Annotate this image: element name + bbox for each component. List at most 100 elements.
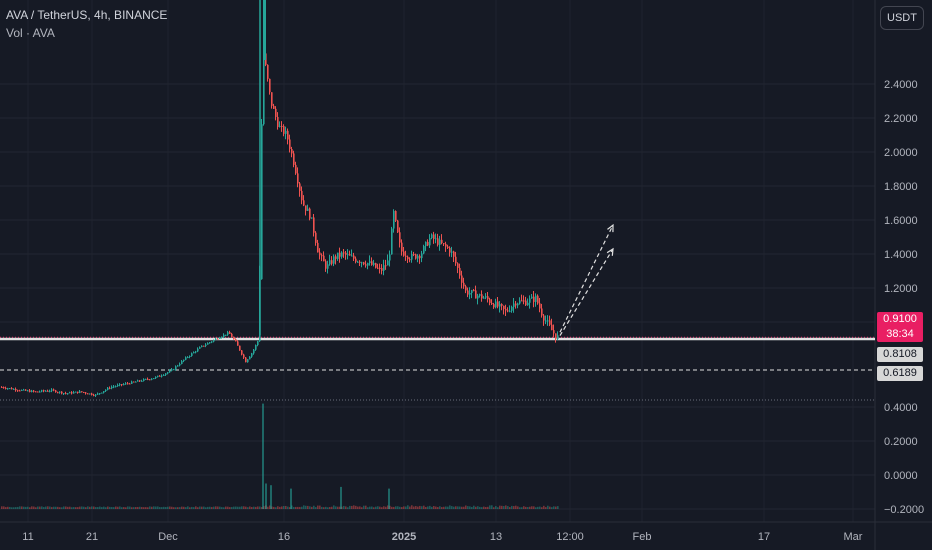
candle-body [353, 255, 355, 259]
candle-body [173, 369, 175, 371]
candle-body [541, 308, 543, 316]
candle-body [529, 298, 531, 303]
volume-bar [23, 506, 25, 509]
volume-bar [39, 506, 41, 509]
chart-title: AVA / TetherUS, 4h, BINANCE [6, 8, 168, 22]
volume-bar [415, 506, 417, 509]
volume-bar [165, 506, 167, 509]
volume-bar [183, 506, 185, 509]
candle-body [333, 256, 335, 264]
volume-bar [223, 507, 225, 509]
candle-body [103, 391, 105, 393]
volume-bar [45, 506, 47, 509]
volume-bar [473, 505, 475, 509]
candle-body [403, 251, 405, 256]
candle-body [153, 378, 155, 380]
candle-body [373, 263, 375, 265]
volume-bar [229, 507, 231, 509]
candle-body [377, 267, 379, 269]
candle-body [553, 330, 555, 334]
candle-body [445, 243, 447, 247]
volume-bar [31, 506, 33, 509]
current-price-value: 0.9100 [883, 313, 917, 325]
candle-body [381, 268, 383, 271]
volume-bar [129, 506, 131, 509]
candle-body [143, 379, 145, 381]
volume-bar [513, 506, 515, 509]
candle-body [145, 378, 147, 380]
candle-body [363, 262, 365, 265]
x-tick-label: Feb [633, 531, 652, 543]
volume-bar [9, 506, 11, 509]
volume-bar [81, 506, 83, 509]
volume-bar [97, 507, 99, 509]
candle-body [121, 384, 123, 386]
candle-body [249, 356, 251, 360]
volume-bar [353, 505, 355, 509]
candle-body [297, 173, 299, 184]
volume-bar [215, 506, 217, 509]
volume-bar [527, 507, 529, 509]
candle-body [241, 350, 243, 355]
candle-body [387, 260, 389, 266]
volume-bar [479, 506, 481, 509]
volume-bar [517, 506, 519, 509]
candle-body [211, 341, 213, 343]
volume-bar [27, 506, 29, 509]
volume-bar [73, 507, 75, 509]
volume-spike [340, 486, 342, 509]
x-tick-label: 11 [22, 531, 33, 543]
y-tick-label: 0.4000 [884, 402, 918, 414]
candle-body [221, 336, 223, 338]
volume-bar [37, 506, 39, 509]
candle-body [293, 153, 295, 165]
volume-bar [457, 506, 459, 509]
candle-body [459, 267, 461, 276]
candle-body [99, 393, 101, 395]
candle-body [183, 359, 185, 362]
candle-body [393, 211, 395, 229]
candle-body [419, 255, 421, 259]
currency-button[interactable]: USDT [880, 6, 924, 30]
candle-body [111, 386, 113, 389]
candle-body [209, 342, 211, 344]
candle-body [135, 381, 137, 383]
candle-body [537, 295, 539, 304]
candle-body [275, 108, 277, 117]
volume-bar [495, 506, 497, 509]
candle-body [349, 254, 351, 256]
volume-bar [217, 506, 219, 509]
candle-body [13, 388, 15, 390]
volume-bar [383, 506, 385, 509]
volume-bar [459, 506, 461, 509]
volume-bar [201, 506, 203, 509]
volume-bar [361, 507, 363, 509]
candle-body [409, 259, 411, 261]
volume-bar [171, 506, 173, 509]
candle-body [229, 332, 231, 334]
candle-body [327, 264, 329, 269]
volume-bar [399, 506, 401, 509]
y-tick-label: 2.4000 [884, 79, 918, 91]
candle-body [141, 380, 143, 382]
volume-bar [269, 505, 271, 509]
candle-body [271, 92, 273, 106]
volume-bar [327, 507, 329, 509]
candle-body [515, 303, 517, 306]
candle-body [417, 255, 419, 259]
volume-bar [141, 507, 143, 509]
candle-body [439, 239, 441, 245]
volume-bar [429, 505, 431, 509]
candle-body [243, 354, 245, 358]
volume-bar [177, 507, 179, 509]
volume-bar [117, 506, 119, 509]
volume-bar [541, 507, 543, 509]
candle-body [23, 389, 25, 391]
volume-bar [135, 507, 137, 509]
candle-body [467, 290, 469, 295]
volume-spike [290, 488, 292, 509]
candle-body [463, 282, 465, 287]
candle-body [425, 241, 427, 247]
volume-bar [325, 506, 327, 509]
